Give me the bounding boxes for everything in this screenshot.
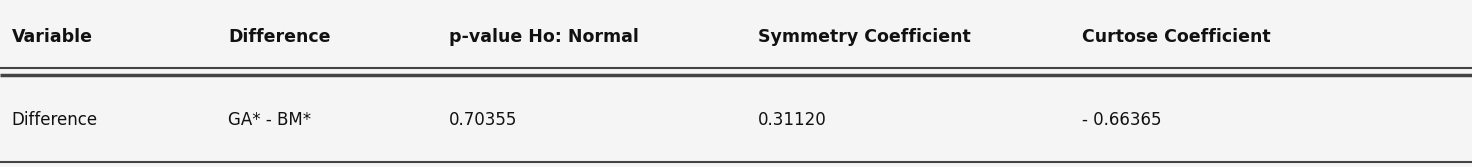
Text: 0.70355: 0.70355 (449, 111, 517, 129)
Text: Curtose Coefficient: Curtose Coefficient (1082, 28, 1270, 46)
Text: Difference: Difference (12, 111, 99, 129)
Text: Difference: Difference (228, 28, 331, 46)
Text: p-value Ho: Normal: p-value Ho: Normal (449, 28, 639, 46)
Text: GA* - BM*: GA* - BM* (228, 111, 311, 129)
Text: 0.31120: 0.31120 (758, 111, 827, 129)
Text: Variable: Variable (12, 28, 93, 46)
Text: - 0.66365: - 0.66365 (1082, 111, 1161, 129)
Text: Symmetry Coefficient: Symmetry Coefficient (758, 28, 972, 46)
